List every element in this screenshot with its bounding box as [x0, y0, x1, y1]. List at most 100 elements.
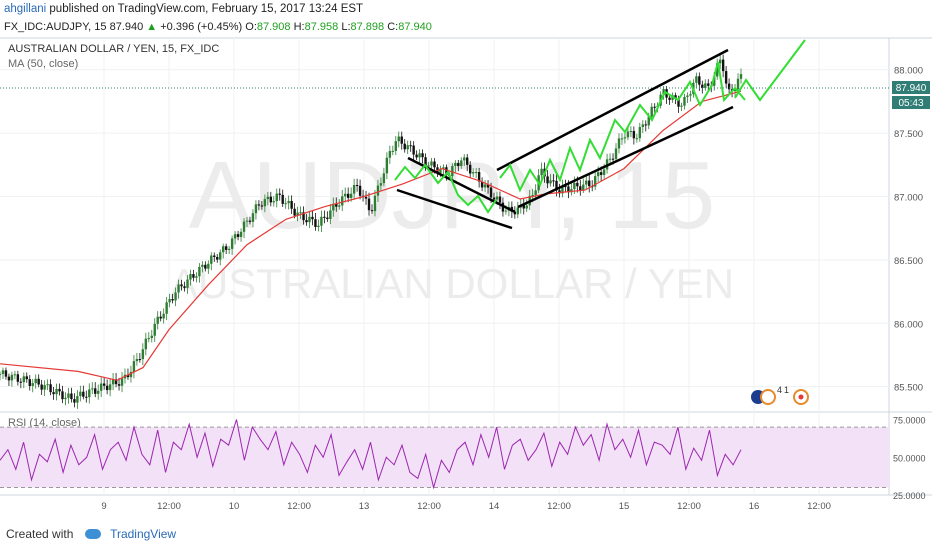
candle-body: [49, 384, 52, 393]
candle-body: [117, 384, 121, 386]
close-value: 87.940: [398, 21, 432, 33]
candle-body: [617, 138, 621, 149]
candle-body: [457, 162, 460, 167]
candle-body: [159, 316, 162, 319]
candle-body: [632, 131, 636, 139]
last-price-badge: [892, 81, 930, 94]
candle-body: [204, 264, 207, 269]
japan-event-icon[interactable]: [760, 389, 776, 405]
candle-body: [599, 172, 603, 175]
candle-body: [213, 255, 216, 257]
candle-body: [430, 161, 433, 166]
rsi-tick-label: 50.0000: [893, 453, 926, 463]
wedge-zigzag[interactable]: [394, 163, 497, 214]
candle-body: [25, 376, 28, 380]
tradingview-logo[interactable]: TradingView: [110, 527, 177, 541]
candle-body: [739, 74, 743, 79]
candle-body: [317, 225, 320, 227]
candle-body: [623, 137, 627, 139]
candle-body: [189, 274, 192, 280]
candle-body: [561, 186, 564, 194]
author-link[interactable]: ahgillani: [4, 3, 47, 15]
candle-body: [281, 194, 284, 204]
candle-body: [460, 160, 463, 167]
candle-body: [394, 141, 397, 151]
candle-body: [126, 374, 130, 378]
candle-body: [695, 76, 698, 83]
chart-legend-title: AUSTRALIAN DOLLAR / YEN, 15, FX_IDC: [8, 43, 219, 55]
candle-body: [323, 216, 326, 218]
candle-body: [388, 151, 392, 158]
candle-body: [195, 276, 198, 278]
candle-body: [198, 266, 201, 277]
candle-body: [108, 384, 112, 391]
candle-body: [683, 96, 686, 106]
candle-body: [412, 145, 415, 155]
candle-body: [570, 189, 573, 193]
japan-flag-dot-icon: [798, 394, 804, 400]
candle-body: [483, 184, 487, 188]
candle-body: [382, 173, 386, 184]
candle-body: [168, 299, 171, 303]
candle-body: [43, 385, 46, 390]
forecast-path[interactable]: [734, 39, 806, 102]
high-label: H:: [293, 21, 305, 33]
time-tick-label: 12:00: [677, 501, 701, 512]
time-tick-label: 12:00: [287, 501, 311, 512]
candle-body: [177, 284, 180, 293]
candle-body: [715, 63, 719, 77]
candle-body: [305, 220, 308, 223]
candle-body: [114, 379, 118, 385]
candle-body: [677, 98, 680, 107]
candle-body: [674, 95, 677, 99]
time-tick-label: 10: [229, 501, 240, 512]
time-axis[interactable]: 9 12:00 10 12:00 13 12:00 14 12:00 15 12:00 16 12:0…: [101, 501, 831, 512]
candle-body: [403, 143, 406, 150]
candle-body: [55, 388, 58, 395]
price-tick-label: 86.000: [894, 319, 923, 330]
candle-body: [588, 180, 591, 187]
candle-body: [558, 190, 561, 194]
low-value: 87.898: [350, 21, 385, 33]
rsi-axis[interactable]: 75.0000 50.0000 25.0000: [893, 416, 926, 501]
candle-body: [94, 388, 97, 394]
channel-upper-trendline[interactable]: [496, 48, 729, 172]
candle-body: [326, 217, 329, 220]
wedge-lower-trendline[interactable]: [396, 188, 513, 230]
ma-legend[interactable]: MA (50, close): [8, 58, 78, 70]
candle-body: [596, 172, 600, 177]
price-axis[interactable]: 88.000 87.500 87.000 86.500 86.000 85.500: [894, 66, 923, 394]
price-tick-label: 87.000: [894, 192, 923, 203]
candle-body: [138, 359, 142, 361]
candle-body: [186, 279, 189, 288]
candle-body: [638, 127, 642, 139]
candle-body: [308, 216, 311, 223]
countdown-badge: [892, 96, 930, 109]
candle-body: [174, 292, 177, 301]
candle-body: [293, 208, 296, 216]
candle-body: [207, 263, 210, 269]
time-tick-label: 14: [489, 501, 500, 512]
event-count: 4: [777, 385, 782, 395]
channel-zigzag[interactable]: [499, 61, 746, 193]
channel-lower-trendline[interactable]: [517, 105, 734, 209]
candle-body: [495, 196, 499, 200]
candle-body: [105, 385, 109, 391]
candle-body: [144, 338, 148, 350]
candle-body: [701, 84, 704, 89]
candle-body: [73, 399, 76, 403]
candle-body: [299, 212, 302, 214]
candle-body: [668, 97, 671, 100]
candle-body: [525, 205, 528, 209]
last-price: 87.940: [109, 21, 144, 33]
time-tick-label: 12:00: [547, 501, 571, 512]
chart-canvas[interactable]: AUDJPY, 15 AUSTRALIAN DOLLAR / YEN AUSTR…: [0, 0, 932, 520]
candle-body: [686, 95, 689, 97]
candle-body: [284, 203, 287, 205]
candle-body: [406, 145, 409, 150]
rsi-legend[interactable]: RSI (14, close): [8, 417, 81, 429]
candle-body: [480, 181, 484, 188]
projection-paths[interactable]: [394, 39, 806, 214]
candle-body: [99, 383, 103, 391]
candle-body: [555, 180, 558, 191]
